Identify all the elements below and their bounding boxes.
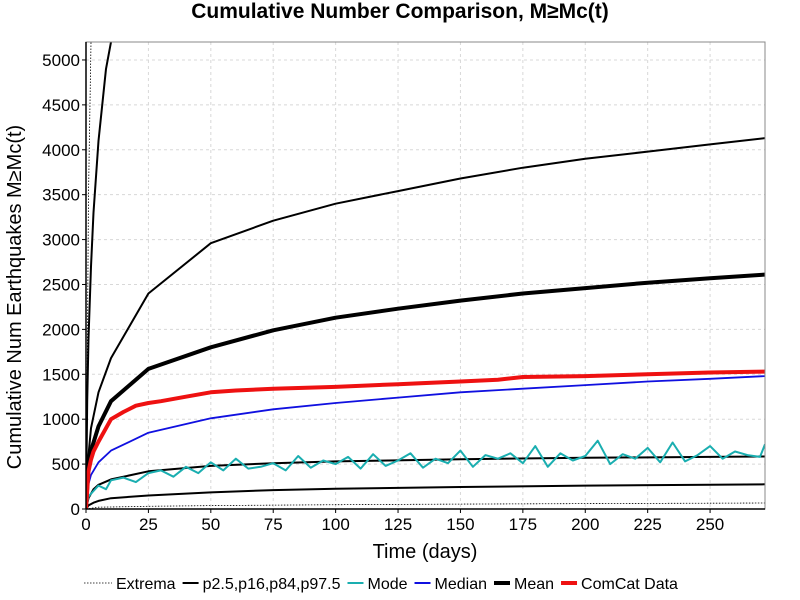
x-tick-label: 250 (696, 515, 724, 534)
series-line-mode (86, 439, 765, 509)
x-tick-label: 175 (509, 515, 537, 534)
x-tick-label: 75 (264, 515, 283, 534)
legend-label: Mean (514, 576, 554, 593)
legend-item-comcat-data: ComCat Data (561, 576, 678, 593)
y-tick-label: 5000 (42, 51, 80, 70)
gridlines (85, 42, 765, 510)
series-layer (86, 42, 765, 509)
y-tick-label: 500 (52, 455, 80, 474)
y-tick-label: 3500 (42, 186, 80, 205)
y-tick-label: 3000 (42, 231, 80, 250)
series-line-mean (86, 272, 765, 509)
legend-label: Mode (367, 576, 407, 593)
x-tick-label: 0 (81, 515, 90, 534)
legend-item-p2-5-p16-p84-p97-5: p2.5,p16,p84,p97.5 (182, 576, 341, 593)
y-tick-label: 4000 (42, 141, 80, 160)
plot-frame (85, 41, 766, 510)
x-tick-label: 25 (139, 515, 158, 534)
series-line-p2-5-p16-p84-p97-5 (86, 42, 112, 509)
legend-label: Extrema (116, 576, 176, 593)
x-tick-label: 100 (321, 515, 349, 534)
x-tick-label: 150 (446, 515, 474, 534)
x-axis-label: Time (days) (373, 541, 478, 563)
series-group (86, 42, 765, 509)
tick-layer: 0 25 50 75 100 125 150 175 200 225 250050010001500… (42, 51, 724, 534)
legend-item-mean: Mean (494, 576, 554, 593)
legend-label: Median (435, 576, 487, 593)
y-tick-label: 2000 (42, 320, 80, 339)
y-tick-label: 2500 (42, 275, 80, 294)
series-line-p2-5-p16-p84-p97-5 (86, 483, 765, 509)
legend-item-extrema: Extrema (84, 576, 176, 593)
x-tick-label: 50 (201, 515, 220, 534)
series-line-median (86, 375, 765, 509)
legend-item-median: Median (414, 576, 487, 593)
x-tick-label: 125 (384, 515, 412, 534)
series-line-p2-5-p16-p84-p97-5 (86, 455, 765, 509)
series-line-comcat-data (86, 369, 765, 509)
x-tick-label: 225 (633, 515, 661, 534)
series-line-p2-5-p16-p84-p97-5 (86, 137, 765, 509)
y-tick-label: 1500 (42, 365, 80, 384)
series-line-extrema (86, 502, 765, 509)
legend-label: ComCat Data (581, 576, 678, 593)
y-axis-label: Cumulative Num Earthquakes M≥Mc(t) (4, 125, 26, 469)
x-tick-label: 200 (571, 515, 599, 534)
y-tick-label: 4500 (42, 96, 80, 115)
legend-item-mode: Mode (347, 576, 408, 593)
legend-label: p2.5,p16,p84,p97.5 (203, 576, 341, 593)
chart-title: Cumulative Number Comparison, M≥Mc(t) (191, 0, 609, 23)
y-tick-label: 1000 (42, 410, 80, 429)
legend: Extrema p2.5,p16,p84,p97.5 Mode Median Mean C… (84, 576, 678, 593)
y-tick-label: 0 (71, 500, 80, 519)
